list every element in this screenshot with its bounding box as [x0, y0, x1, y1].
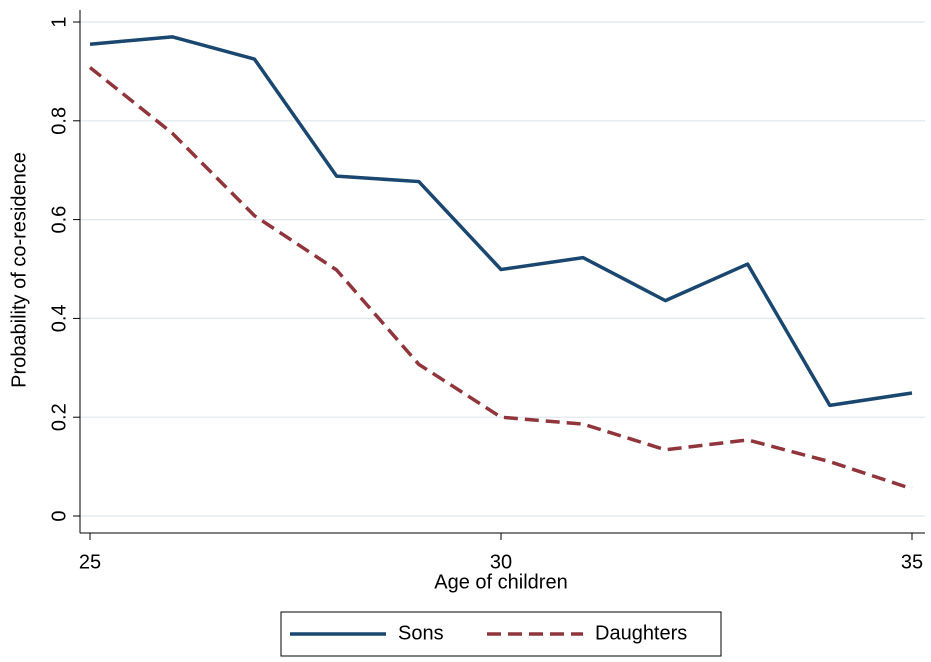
x-axis-title: Age of children — [434, 571, 567, 593]
y-tick-label: 0.6 — [48, 206, 70, 234]
y-tick-label: 1 — [48, 16, 70, 27]
y-tick-label: 0.4 — [48, 304, 70, 332]
y-tick-label: 0.2 — [48, 403, 70, 431]
x-tick-label: 25 — [79, 551, 101, 573]
legend-label: Sons — [398, 622, 444, 644]
series-line — [89, 35, 913, 408]
x-tick-label: 30 — [490, 551, 512, 573]
y-axis-title: Probability of co-residence — [8, 152, 30, 388]
x-tick-label: 35 — [901, 551, 923, 573]
y-tick-label: 0.8 — [48, 107, 70, 135]
y-tick-label: 0 — [48, 510, 70, 521]
legend-label: Daughters — [595, 622, 687, 644]
series-line — [88, 66, 913, 491]
